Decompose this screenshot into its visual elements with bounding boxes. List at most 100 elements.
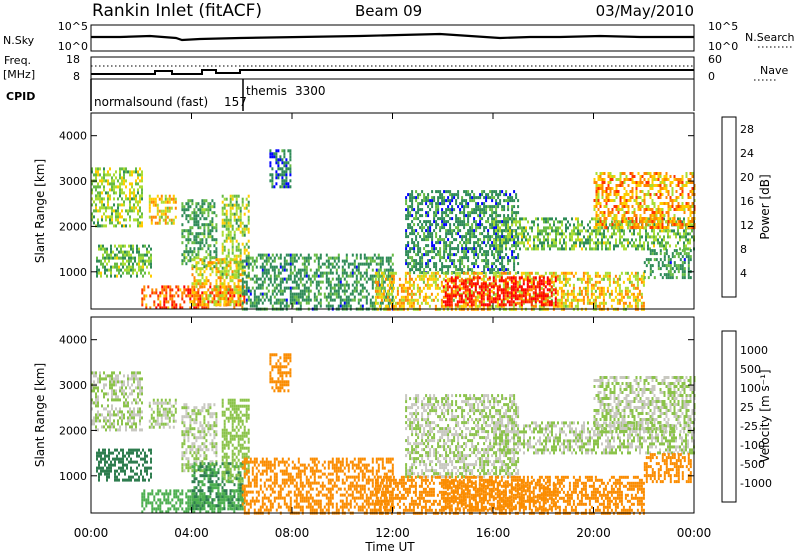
scatter-cell [117,179,119,182]
scatter-cell [380,263,382,266]
scatter-cell [507,202,509,205]
scatter-cell [425,235,427,238]
scatter-cell [601,287,603,290]
scatter-cell [194,303,196,306]
scatter-cell [637,305,639,308]
scatter-cell [254,290,256,293]
scatter-cell [465,223,467,226]
scatter-cell [151,222,153,225]
scatter-cell [256,257,258,260]
scatter-cell [324,263,326,266]
scatter-cell [515,256,517,259]
scatter-cell [511,229,513,232]
scatter-cell [497,232,499,235]
scatter-cell [116,254,118,257]
scatter-cell [290,254,292,257]
scatter-cell [473,232,475,235]
scatter-cell [567,226,569,229]
scatter-cell [282,293,284,296]
scatter-cell [491,226,493,229]
scatter-cell [497,294,499,297]
scatter-cell [181,229,183,232]
scatter-cell [537,272,539,275]
scatter-cell [161,198,163,201]
scatter-cell [511,211,513,214]
scatter-cell [290,272,292,275]
scatter-cell [266,275,268,278]
scatter-cell [647,232,649,235]
scatter-cell [203,244,205,247]
scatter-cell [268,257,270,260]
scatter-cell [521,229,523,232]
scatter-cell [280,299,282,302]
scatter-cell [537,247,539,250]
scatter-cell [443,256,445,259]
scatter-cell [244,249,246,252]
scatter-cell [479,276,481,279]
scatter-cell [527,279,529,282]
scatter-cell [559,247,561,250]
scatter-cell [191,285,193,288]
scatter-cell [238,282,240,285]
scatter-cell [232,225,234,228]
scatter-cell [445,287,447,290]
scatter-cell [366,257,368,260]
scatter-cell [123,200,125,203]
scatter-cell [573,299,575,302]
scatter-cell [110,269,112,272]
scatter-cell [285,170,287,173]
scatter-cell [565,281,567,284]
scatter-cell [419,259,421,262]
scatter-cell [306,275,308,278]
scatter-cell [231,294,233,297]
scatter-cell [439,229,441,232]
scatter-cell [429,275,431,278]
scatter-cell [336,290,338,293]
scatter-cell [599,229,601,232]
scatter-cell [207,214,209,217]
scatter-cell [595,305,597,308]
scatter-cell [228,234,230,237]
scatter-cell [254,281,256,284]
scatter-cell [483,268,485,271]
scatter-cell [244,293,246,296]
scatter-cell [577,235,579,238]
scatter-cell [316,272,318,275]
scatter-cell [238,204,240,207]
scatter-cell [352,254,354,257]
scatter-cell [344,299,346,302]
scatter-cell [405,259,407,262]
scatter-cell [246,207,248,210]
scatter-cell [239,294,241,297]
scatter-cell [483,190,485,193]
scatter-cell [437,202,439,205]
scatter-cell [308,290,310,293]
scatter-cell [485,193,487,196]
scatter-cell [140,269,142,272]
scatter-cell [320,299,322,302]
scatter-cell [435,223,437,226]
scatter-cell [236,204,238,207]
scatter-cell [270,266,272,269]
scatter-cell [135,218,137,221]
scatter-cell [517,302,519,305]
scatter-cell [286,299,288,302]
scatter-cell [641,302,643,305]
scatter-cell [407,205,409,208]
scatter-cell [281,170,283,173]
scatter-cell [248,204,250,207]
scatter-cell [348,275,350,278]
scatter-cell [354,290,356,293]
scatter-cell [121,179,123,182]
scatter-cell [489,196,491,199]
scatter-cell [565,217,567,220]
scatter-cell [599,302,601,305]
scatter-cell [463,223,465,226]
scatter-cell [475,250,477,253]
scatter-cell [483,226,485,229]
scatter-cell [615,290,617,293]
scatter-cell [525,278,527,281]
scatter-cell [270,296,272,299]
scatter-cell [425,223,427,226]
scatter-cell [463,300,465,303]
